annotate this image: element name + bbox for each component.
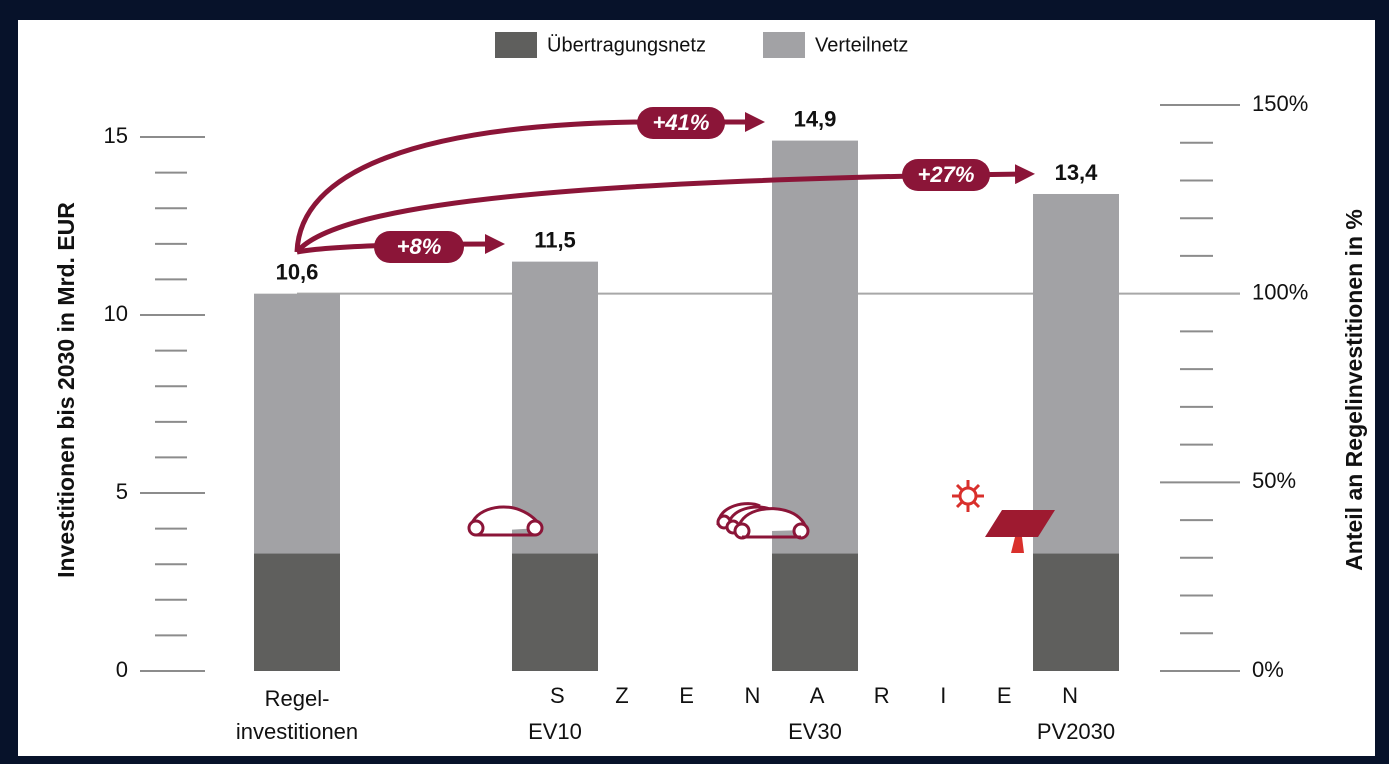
y2-tick-label: 100% — [1252, 279, 1308, 304]
solar-icon — [952, 480, 1055, 553]
y2-tick-label: 50% — [1252, 468, 1296, 493]
bar-segment — [1033, 193, 1119, 554]
badge — [637, 107, 725, 139]
panel — [18, 20, 1375, 756]
total-label: 10,6 — [276, 259, 319, 284]
legend-swatch — [495, 32, 537, 58]
x-tick-label: PV2030 — [1037, 719, 1115, 744]
annotation: +8% — [397, 234, 442, 259]
y2-tick-label: 150% — [1252, 91, 1308, 116]
y2-tick-label: 0% — [1252, 657, 1284, 682]
y-tick-label: 15 — [104, 123, 128, 148]
legend-label: Übertragungsnetz — [547, 34, 706, 56]
cars-icon — [716, 502, 810, 540]
x-tick-label: EV30 — [788, 719, 842, 744]
y2-axis-title: Anteil an Regelinvestitionen in % — [1341, 209, 1367, 571]
x-tick-label: EV10 — [528, 719, 582, 744]
y-tick-label: 10 — [104, 301, 128, 326]
bar-segment — [512, 553, 598, 671]
legend-swatch — [763, 32, 805, 58]
legend-label: Verteilnetz — [815, 34, 908, 56]
y-axis-title: Investitionen bis 2030 in Mrd. EUR — [53, 202, 79, 578]
car-icon — [467, 505, 544, 537]
arrow — [295, 164, 1035, 254]
total-label: 14,9 — [794, 106, 837, 131]
bar-segment — [254, 553, 340, 671]
annotation: +41% — [653, 110, 710, 135]
y-tick-label: 5 — [116, 479, 128, 504]
bar-segment — [512, 261, 598, 554]
bar-segment — [254, 293, 340, 554]
bar-segment — [772, 553, 858, 671]
annotation: +27% — [918, 162, 975, 187]
y-tick-label: 0 — [116, 657, 128, 682]
total-label: 13,4 — [1055, 160, 1099, 185]
badge — [902, 159, 990, 191]
bar-segment — [772, 140, 858, 554]
x-tick-label: Regel-investitionen — [236, 686, 358, 744]
total-label: 11,5 — [534, 227, 576, 252]
bar-segment — [1033, 553, 1119, 671]
arrow — [294, 112, 765, 253]
badge — [374, 231, 464, 263]
badges: +41% +27% +8% — [374, 107, 990, 263]
